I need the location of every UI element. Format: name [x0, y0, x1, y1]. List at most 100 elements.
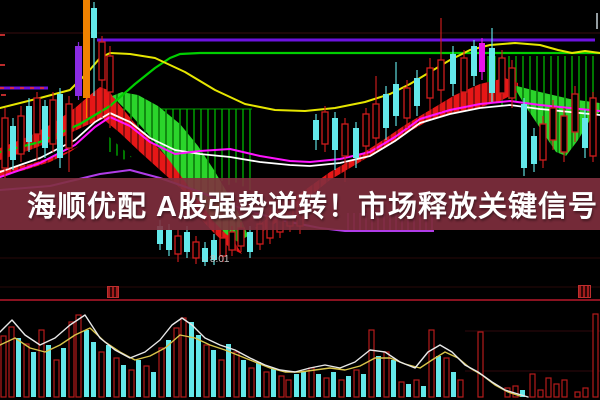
marker-icon-right [578, 285, 591, 298]
candle [571, 93, 579, 133]
candle [98, 41, 106, 81]
candle [560, 115, 568, 153]
volume-bar [84, 330, 89, 397]
volume-bar [545, 377, 552, 398]
volume-bar [451, 372, 456, 397]
candle [353, 128, 359, 158]
volume-bar [529, 373, 536, 398]
volume-bar [353, 369, 360, 398]
volume-bar [166, 340, 171, 397]
price-annotation: ←8.01 [200, 254, 230, 265]
marker-icon-left [107, 286, 119, 298]
candle [202, 248, 208, 262]
volume-bar [278, 375, 285, 398]
candle [57, 94, 63, 158]
candle [157, 226, 163, 244]
volume-bar [248, 367, 255, 398]
candle [460, 57, 468, 93]
candle [372, 103, 380, 139]
volume-bar [398, 381, 405, 398]
purple-level-lines [0, 38, 595, 90]
volume-bar [151, 372, 156, 397]
volume-bar [561, 379, 568, 398]
candle [49, 99, 57, 145]
candle [174, 235, 182, 255]
volume-bar [457, 379, 464, 398]
volume-bar [537, 389, 544, 398]
volume-bar [233, 351, 240, 398]
volume-pane [0, 299, 600, 398]
volume-bar [331, 372, 336, 397]
grid-lines [0, 32, 600, 288]
volume-bar [582, 387, 589, 398]
volume-bar [271, 368, 276, 397]
candle [403, 87, 411, 119]
candle [166, 230, 172, 250]
volume-bar [38, 329, 45, 398]
candle [75, 46, 82, 96]
candle [341, 123, 349, 157]
volume-bar [512, 385, 519, 398]
volume-bar [285, 379, 292, 398]
volume-bar [189, 322, 194, 397]
volume-bar [180, 317, 187, 398]
volume-bar [413, 379, 420, 398]
candle [582, 118, 588, 148]
volume-bar [211, 350, 216, 397]
candle [332, 118, 338, 150]
candle [362, 113, 370, 147]
volume-bar [520, 390, 525, 397]
volume-bar [226, 344, 231, 397]
candle [26, 106, 32, 142]
volume-bar [106, 345, 111, 397]
volume-bar [308, 367, 315, 398]
candle [1, 117, 9, 169]
volume-bar [143, 365, 150, 398]
candle [106, 55, 114, 93]
candle [33, 97, 41, 135]
volume-bar [383, 351, 390, 398]
candle [414, 78, 420, 106]
candle [539, 123, 547, 161]
candle [426, 67, 434, 99]
candle [383, 94, 389, 128]
volume-bar [406, 384, 411, 397]
candle [211, 240, 217, 260]
volume-bar [301, 372, 306, 397]
volume-bar [592, 313, 599, 398]
volume-bar [0, 335, 7, 398]
candle [219, 237, 227, 257]
candle [247, 232, 253, 252]
volume-bar [553, 383, 560, 398]
candle [471, 46, 477, 76]
volume-bar [113, 357, 120, 398]
volume-bar [196, 335, 201, 397]
volume-bar [68, 321, 75, 398]
volume-bar [256, 362, 261, 397]
candle [498, 57, 506, 94]
volume-bar [203, 344, 210, 398]
candle [65, 103, 73, 149]
candle [589, 97, 597, 157]
volume-bar [294, 374, 299, 397]
volume-bar [91, 342, 96, 397]
volume-bar [23, 343, 30, 398]
volume-bar [421, 386, 426, 397]
candle [10, 126, 16, 160]
volume-bar [316, 374, 321, 397]
volume-bar [391, 360, 396, 397]
volume-bar [31, 352, 36, 397]
volume-bar [443, 357, 450, 398]
candle [17, 115, 25, 155]
candle [549, 107, 557, 141]
candle [531, 136, 537, 164]
candles-layer [1, 0, 597, 266]
volume-bar [61, 348, 66, 397]
volume-bar [53, 359, 60, 398]
volume-bar [16, 338, 21, 397]
candle [489, 48, 495, 93]
candle [321, 111, 329, 145]
headline-banner: 海顺优配 A股强势逆转！市场释放关键信号 → [0, 178, 600, 230]
volume-bar [75, 314, 82, 398]
candle [192, 241, 200, 259]
